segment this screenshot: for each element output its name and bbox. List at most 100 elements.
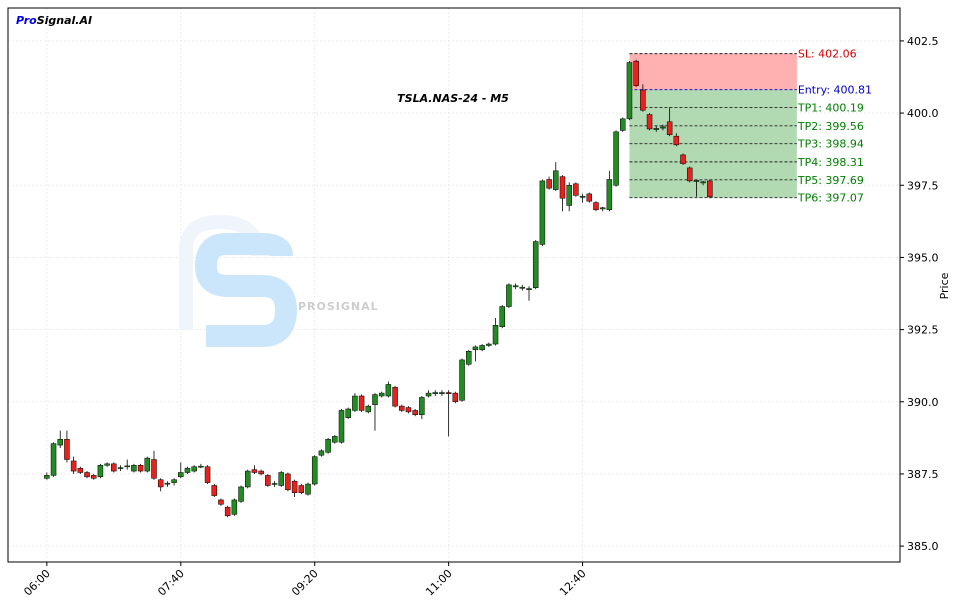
candle-body — [84, 472, 90, 478]
x-tick-label: 12:40 — [557, 567, 589, 599]
candle-body — [432, 392, 438, 394]
candle-body — [378, 392, 385, 397]
candle-body — [586, 193, 593, 202]
x-tick-label: 11:00 — [423, 567, 455, 599]
y-tick-label: 385.0 — [907, 540, 939, 553]
x-tick-label: 06:00 — [21, 567, 53, 599]
candle-body — [666, 121, 673, 135]
y-tick-label: 392.5 — [907, 324, 939, 337]
candle-body — [372, 394, 378, 405]
candle-body — [465, 351, 472, 365]
candle-body — [445, 392, 452, 394]
candle-body — [673, 135, 680, 146]
candle-body — [64, 439, 70, 460]
x-tick-label: 07:40 — [155, 567, 187, 599]
y-tick-label: 395.0 — [907, 251, 939, 264]
candle-body — [573, 183, 579, 196]
candle-body — [653, 128, 659, 130]
logo-rest: Signal.AI — [37, 14, 92, 27]
level-label: TP5: 397.69 — [797, 174, 864, 187]
candle-body — [599, 207, 606, 210]
candle-body — [70, 460, 77, 472]
candle-body — [459, 359, 465, 401]
watermark-icon — [194, 233, 298, 347]
candle-body — [606, 179, 613, 211]
candle-body — [251, 469, 258, 473]
candle-body — [707, 180, 713, 198]
candle-body — [399, 405, 405, 411]
y-axis-label: Price — [938, 272, 951, 299]
candle-body — [332, 436, 338, 443]
candle-body — [57, 439, 63, 446]
candle-body — [151, 459, 157, 479]
candle-body — [104, 463, 110, 466]
candle-body — [265, 475, 271, 486]
candle-body — [298, 485, 305, 493]
candle-body — [271, 483, 278, 485]
candle-body — [77, 467, 84, 473]
candle-body — [526, 288, 532, 291]
candle-body — [345, 408, 351, 418]
candle-body — [539, 180, 546, 245]
candle-body — [365, 405, 372, 413]
level-label: TP6: 397.07 — [797, 192, 864, 205]
candle-body — [198, 465, 204, 468]
candle-body — [553, 170, 559, 190]
candle-body — [392, 387, 398, 407]
plot-frame — [7, 7, 901, 563]
y-tick-label: 397.5 — [907, 179, 939, 192]
candle-body — [486, 343, 492, 346]
candle-body — [258, 470, 264, 475]
candle-body — [640, 89, 646, 111]
candle-body — [519, 286, 526, 289]
candle-body — [506, 284, 512, 307]
candle-body — [157, 479, 164, 488]
y-tick-label: 390.0 — [907, 396, 939, 409]
level-label: TP4: 398.31 — [797, 156, 864, 169]
candle-body — [405, 407, 412, 413]
candle-body — [660, 126, 666, 129]
watermark-text: PROSIGNAL — [298, 300, 379, 313]
candle-body — [439, 392, 445, 394]
candle-body — [693, 180, 700, 182]
y-tick-label: 402.5 — [907, 35, 939, 48]
logo-prefix: Pro — [16, 14, 37, 27]
candle-body — [686, 167, 693, 182]
candle-body — [325, 439, 331, 453]
level-label: TP1: 400.19 — [797, 102, 864, 115]
candle-body — [211, 485, 218, 496]
candle-body — [452, 392, 459, 403]
candle-body — [164, 482, 171, 485]
candle-body — [579, 195, 586, 198]
candle-body — [111, 463, 117, 472]
candle-body — [117, 467, 124, 469]
level-label: TP3: 398.94 — [797, 138, 864, 151]
candle-body — [50, 443, 57, 476]
logo: ProSignal.AI — [16, 14, 92, 27]
candle-body — [278, 472, 284, 486]
candle-body — [204, 466, 211, 483]
candle-body — [224, 506, 231, 517]
candle-body — [338, 410, 345, 443]
candle-body — [633, 60, 639, 86]
candle-body — [184, 467, 191, 473]
candle-body — [191, 466, 197, 472]
candle-body — [318, 450, 325, 456]
candle-body — [352, 395, 358, 411]
candle-body — [546, 179, 552, 189]
candle-body — [178, 472, 184, 478]
candle-body — [124, 465, 130, 468]
candle-body — [218, 499, 224, 505]
candle-body — [171, 479, 177, 483]
candle-body — [472, 346, 479, 351]
candle-body — [593, 202, 599, 211]
y-tick-label: 400.0 — [907, 107, 939, 120]
candle-body — [425, 392, 432, 397]
candle-body — [532, 241, 539, 288]
plot-background — [8, 8, 900, 562]
y-tick-label: 387.5 — [907, 468, 939, 481]
chart-title: TSLA.NAS-24 - M5 — [397, 92, 509, 105]
level-label: TP2: 399.56 — [797, 120, 864, 133]
